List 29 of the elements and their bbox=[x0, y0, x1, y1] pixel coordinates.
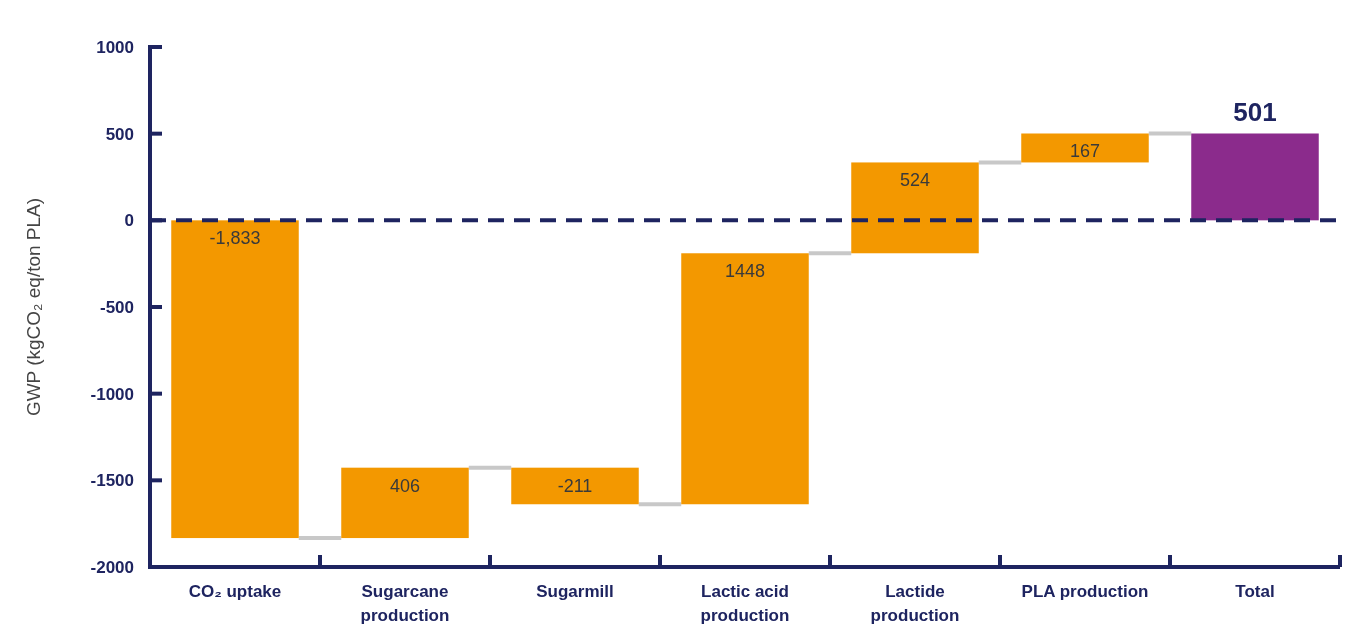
data-label: 406 bbox=[389, 475, 421, 496]
data-label: 501 bbox=[1233, 97, 1277, 128]
x-tick-label: Sugarcane production bbox=[360, 582, 450, 625]
y-axis-title: GWP (kgCO₂ eq/ton PLA) bbox=[23, 197, 44, 417]
y-tick-label: -500 bbox=[99, 297, 134, 317]
y-tick-label: -2000 bbox=[90, 557, 134, 577]
x-tick-label: Sugarmill bbox=[536, 582, 614, 601]
data-label: 167 bbox=[1069, 141, 1101, 162]
bar bbox=[851, 162, 979, 254]
data-label: 1448 bbox=[724, 261, 766, 282]
x-tick-label: PLA production bbox=[1021, 582, 1149, 601]
x-tick-label: CO₂ uptake bbox=[188, 582, 282, 601]
bar bbox=[1191, 133, 1319, 221]
bar bbox=[171, 220, 299, 539]
x-tick-label: Total bbox=[1235, 582, 1275, 601]
y-tick-label: -1000 bbox=[90, 384, 134, 404]
data-label: 524 bbox=[899, 170, 931, 191]
x-tick-label: Lactic acid production bbox=[700, 582, 790, 625]
data-label: -211 bbox=[557, 475, 593, 496]
y-tick-label: 1000 bbox=[96, 37, 134, 57]
y-tick-label: 500 bbox=[105, 124, 134, 144]
y-tick-label: 0 bbox=[124, 211, 134, 231]
y-tick-label: -1500 bbox=[90, 471, 134, 491]
x-tick-label: Lactide production bbox=[870, 582, 960, 625]
bar bbox=[1021, 133, 1149, 163]
bar bbox=[341, 467, 469, 539]
data-label: -1,833 bbox=[209, 228, 261, 249]
bar bbox=[511, 467, 639, 505]
bar bbox=[681, 253, 809, 505]
